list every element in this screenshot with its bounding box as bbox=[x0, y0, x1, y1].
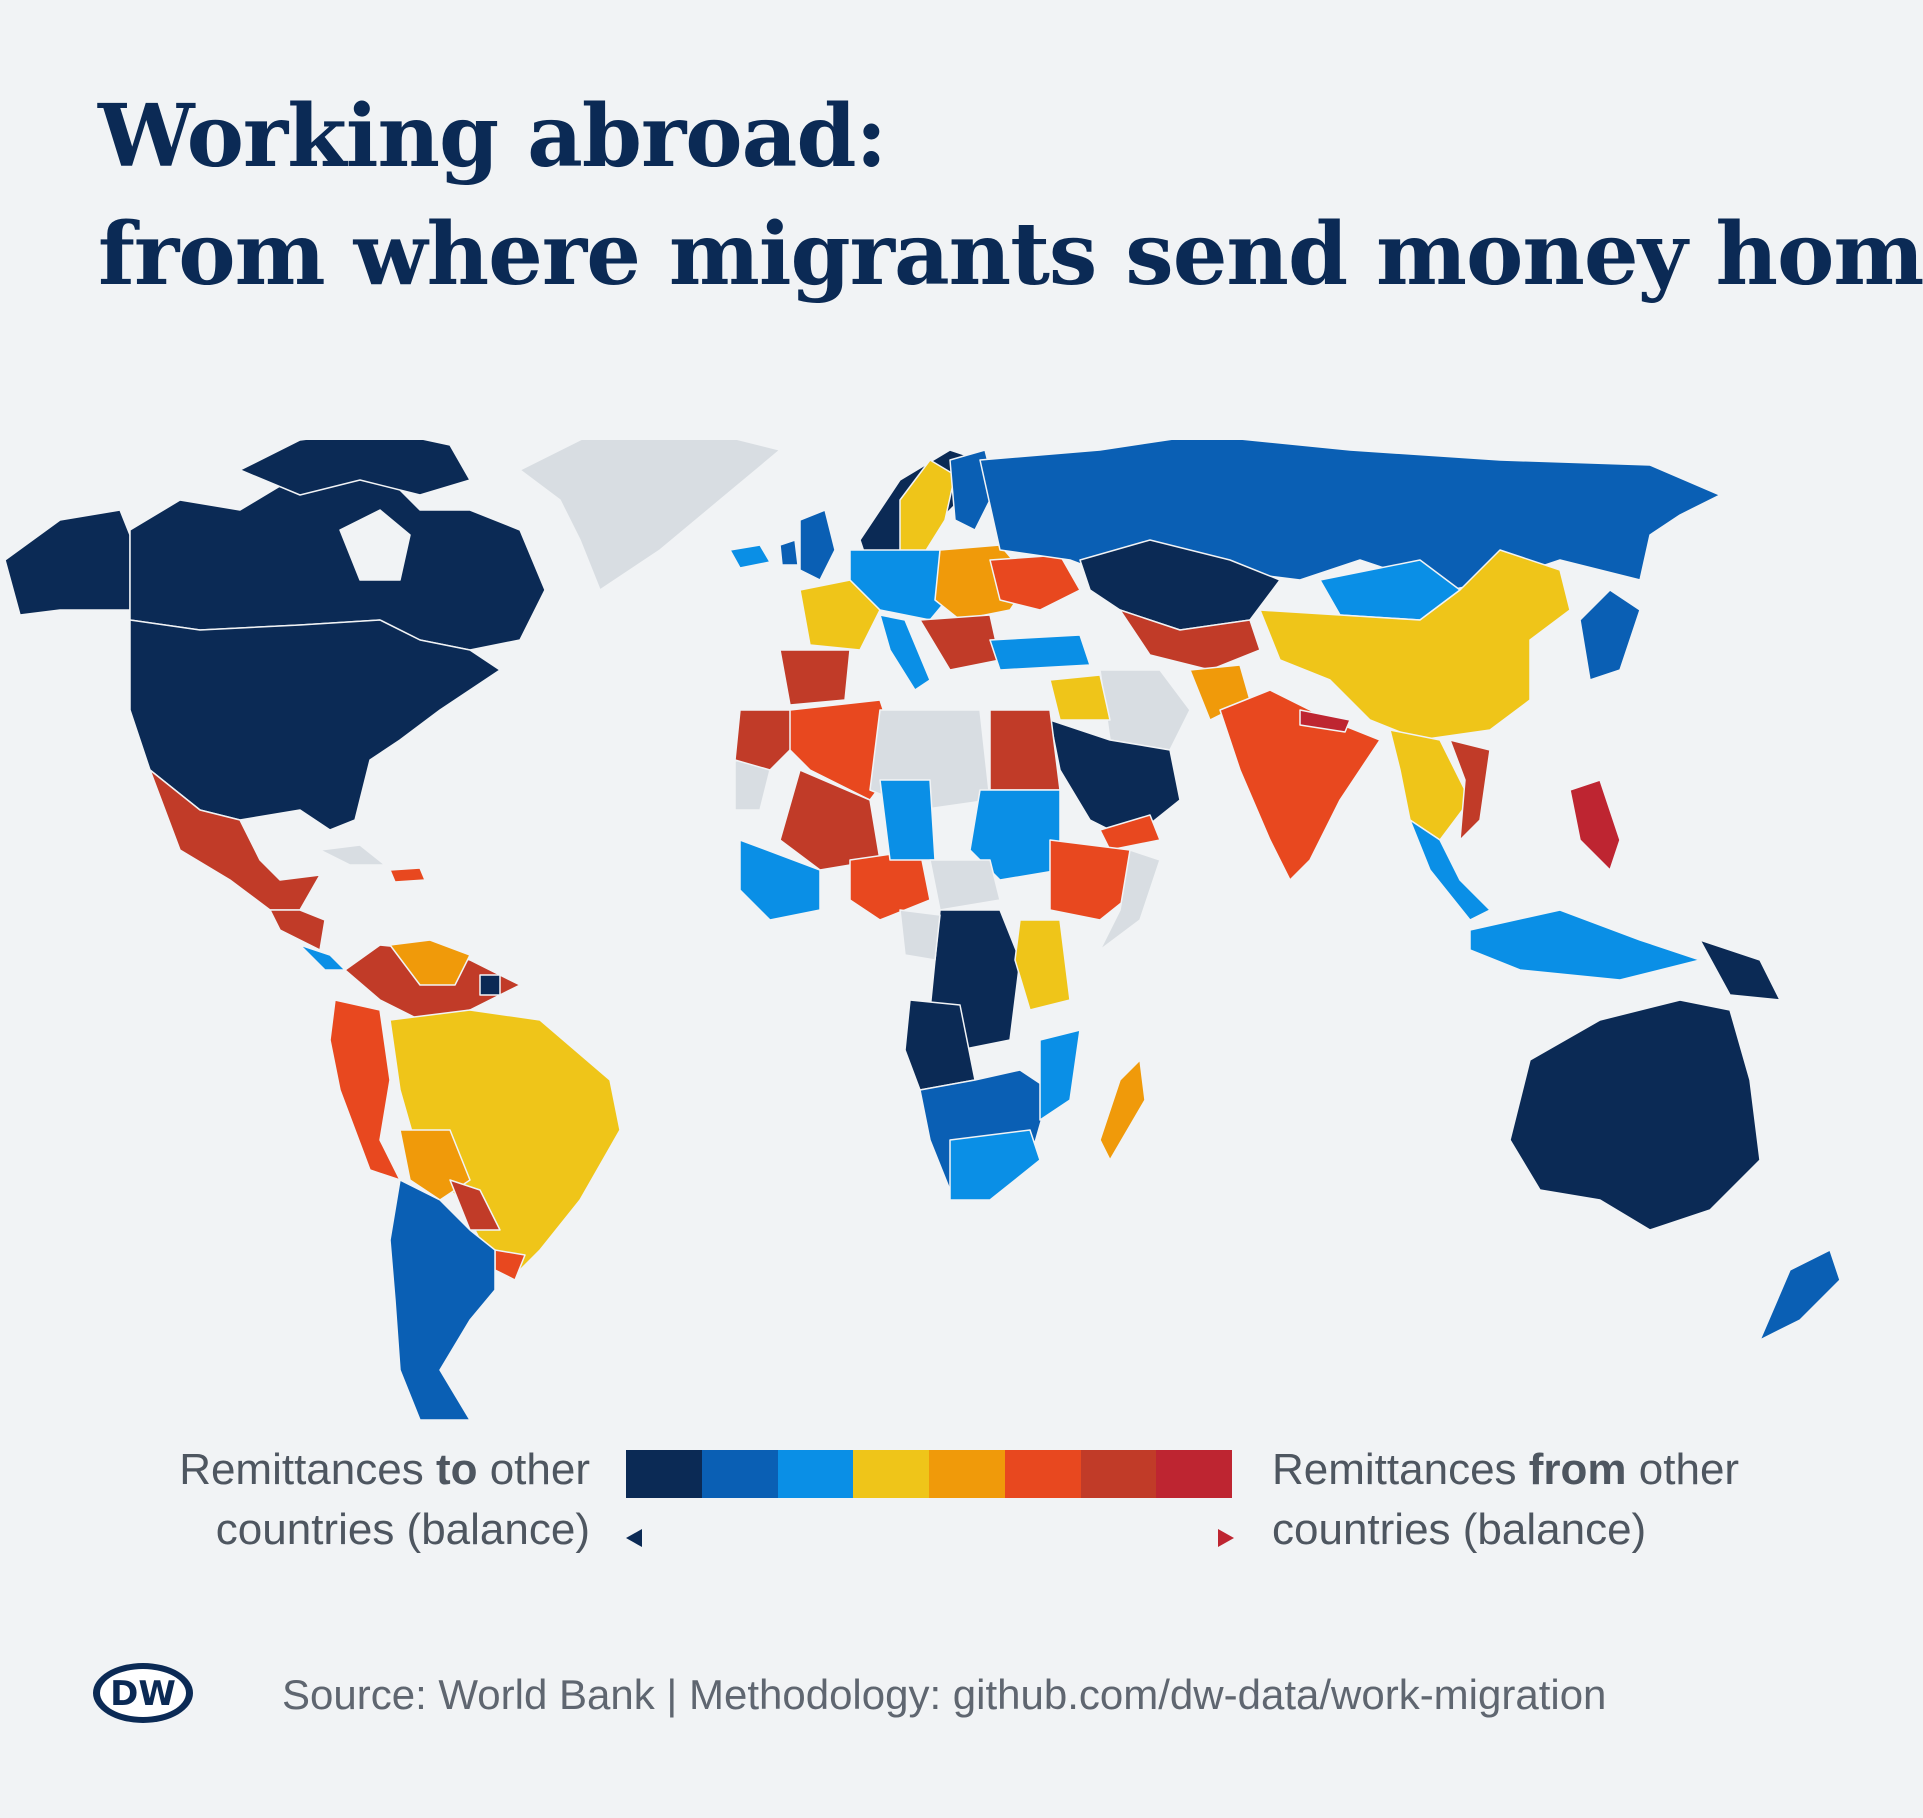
legend-label-from-bold: from bbox=[1528, 1445, 1627, 1494]
scale-swatch-4 bbox=[853, 1450, 929, 1498]
region-western-sahara bbox=[734, 759, 771, 811]
region-papua bbox=[1699, 939, 1781, 1001]
region-thailand-malaysia bbox=[1409, 819, 1491, 921]
region-paraguay bbox=[449, 1179, 501, 1231]
arrow-left-icon bbox=[626, 1529, 844, 1547]
region-central-asia bbox=[1119, 609, 1261, 671]
region-central-america bbox=[269, 909, 326, 951]
region-egypt bbox=[989, 709, 1061, 791]
region-yemen bbox=[1099, 814, 1161, 851]
region-new-zealand bbox=[1759, 1249, 1841, 1341]
title-line-1: Working abroad: bbox=[98, 86, 887, 187]
region-italy bbox=[879, 614, 931, 691]
region-south-africa bbox=[949, 1129, 1041, 1201]
source-note: Source: World Bank | Methodology: github… bbox=[282, 1671, 1607, 1718]
scale-swatch-3 bbox=[777, 1450, 854, 1498]
region-sudan bbox=[969, 789, 1061, 881]
legend-arrows bbox=[626, 1529, 1234, 1547]
region-argentina-chile bbox=[389, 1179, 496, 1420]
region-uk bbox=[799, 509, 836, 581]
scale-swatch-2 bbox=[701, 1450, 778, 1498]
region-korea-japan bbox=[1579, 589, 1641, 681]
region-uruguay bbox=[494, 1249, 526, 1281]
region-east-africa bbox=[1014, 919, 1071, 1011]
region-nepal bbox=[1299, 709, 1351, 733]
region-gabon bbox=[899, 909, 941, 961]
region-venezuela bbox=[389, 939, 471, 986]
region-haiti-dr bbox=[389, 867, 426, 883]
region-iran bbox=[1099, 669, 1191, 751]
region-indonesia bbox=[1469, 909, 1701, 981]
scale-swatch-6 bbox=[1004, 1450, 1081, 1498]
region-turkey bbox=[989, 634, 1091, 671]
region-iceland bbox=[729, 544, 771, 569]
legend-label-from: Remittances from other countries (balanc… bbox=[1272, 1440, 1872, 1560]
region-costa-rica-panama bbox=[299, 944, 346, 971]
legend-label-from-line-1: Remittances from other bbox=[1272, 1445, 1740, 1494]
region-mexico bbox=[149, 769, 321, 911]
region-france bbox=[799, 579, 881, 651]
region-horn bbox=[1099, 849, 1161, 951]
region-spain-portugal bbox=[779, 649, 851, 706]
region-philippines bbox=[1569, 779, 1621, 871]
legend-label-to-line-1: Remittances to other bbox=[179, 1445, 590, 1494]
region-central-african-rep bbox=[929, 859, 1001, 911]
scale-swatch-5 bbox=[929, 1450, 1005, 1498]
region-morocco bbox=[734, 709, 801, 781]
world-map bbox=[4, 440, 1841, 1420]
legend-label-to: Remittances to other countries (balance) bbox=[90, 1440, 590, 1560]
region-iraq-syria bbox=[1049, 674, 1111, 721]
region-hudson-bay bbox=[339, 509, 411, 581]
legend-label-to-bold: to bbox=[435, 1445, 478, 1494]
title-line-2: from where migrants send money home bbox=[98, 204, 1923, 305]
country-shapes bbox=[4, 440, 1841, 1420]
region-vietnam bbox=[1449, 739, 1491, 841]
dw-logo-icon: DW bbox=[93, 1663, 193, 1723]
region-alaska bbox=[4, 509, 131, 616]
logo-text: DW bbox=[110, 1674, 176, 1714]
region-canada-islands bbox=[239, 440, 471, 496]
region-greenland bbox=[519, 440, 781, 591]
region-australia bbox=[1509, 999, 1761, 1231]
region-ireland bbox=[779, 539, 799, 566]
region-suriname bbox=[479, 974, 501, 996]
arrow-right-icon bbox=[924, 1529, 1234, 1547]
region-cuba bbox=[319, 844, 386, 866]
legend-label-from-line-2: countries (balance) bbox=[1272, 1505, 1647, 1554]
region-mozambique bbox=[1039, 1029, 1081, 1121]
region-chad bbox=[879, 779, 936, 861]
scale-swatch-8 bbox=[1156, 1450, 1232, 1498]
scale-swatch-1 bbox=[626, 1450, 702, 1498]
region-madagascar bbox=[1099, 1059, 1146, 1161]
region-west-africa bbox=[739, 839, 821, 921]
scale-swatch-7 bbox=[1080, 1450, 1157, 1498]
region-ecuador-peru bbox=[329, 999, 401, 1181]
color-scale bbox=[626, 1450, 1232, 1498]
region-pakistan-india bbox=[1219, 689, 1381, 881]
region-china bbox=[1259, 549, 1571, 741]
region-arabia bbox=[1049, 719, 1181, 841]
chart-title: Working abroad: from where migrants send… bbox=[98, 78, 1923, 314]
region-balkans bbox=[919, 614, 1001, 671]
legend-label-to-line-2: countries (balance) bbox=[215, 1505, 590, 1554]
